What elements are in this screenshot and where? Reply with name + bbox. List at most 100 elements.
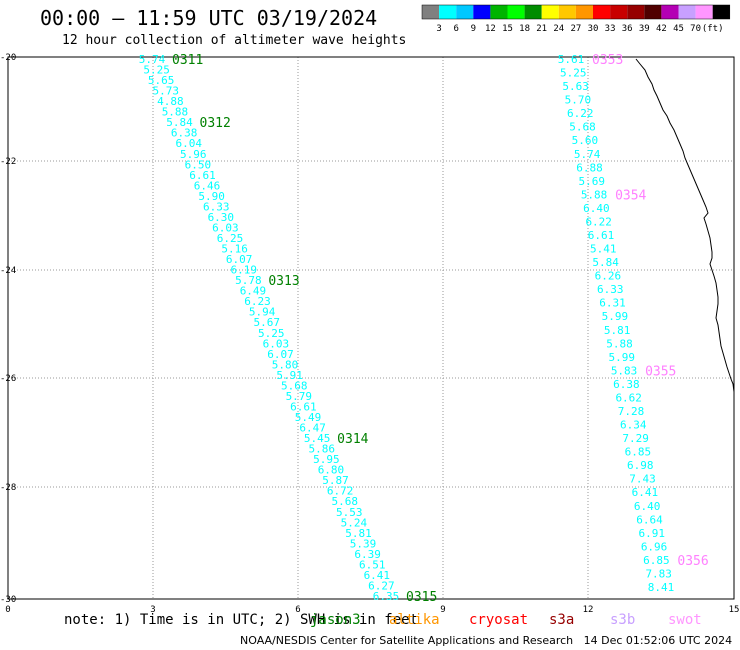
swh-value: 5.88 [581,188,608,201]
scale-label: 24 [553,24,564,34]
swh-value: 6.23 [244,295,271,308]
page-title: 00:00 – 11:59 UTC 03/19/2024 [40,6,378,30]
swh-value: 6.38 [613,378,640,391]
swh-value: 6.50 [185,158,212,171]
scale-swatch [661,5,679,19]
scale-label: 3 [436,24,441,34]
scale-swatch [524,5,542,19]
color-scale-bar: 3 6 9 12 15 18 21 24 27 30 33 36 39 42 45 70 (ft) [421,4,731,34]
scale-swatch [558,5,576,19]
credit-text: NOAA/NESDIS Center for Satellite Applica… [240,634,733,647]
scale-label: 39 [639,24,650,34]
scale-label: 21 [536,24,547,34]
swh-value: 7.43 [629,473,656,486]
swh-value: 5.84 [166,116,193,129]
swh-value: 5.53 [336,506,363,519]
swh-value: 5.49 [295,411,322,424]
swh-value: 5.60 [572,134,599,147]
y-tick-label: -30 [0,595,16,605]
swh-value: 6.61 [189,169,216,182]
swh-value: 5.78 [235,274,262,287]
scale-label: 33 [605,24,616,34]
swh-value: 5.87 [322,474,349,487]
scale-swatch [507,5,525,19]
swh-value: 6.31 [599,297,626,310]
swh-value: 6.49 [240,285,267,298]
swh-value: 6.40 [583,202,610,215]
swh-value: 5.61 [558,53,585,66]
swh-value: 6.22 [567,107,594,120]
swh-value: 6.41 [632,486,659,499]
scale-label: 45 [673,24,684,34]
legend-item-s3a: s3a [549,612,575,628]
swh-value: 6.25 [217,232,244,245]
swh-value: 6.30 [208,211,235,224]
swh-value: 5.84 [592,256,619,269]
scale-swatch [490,5,508,19]
legend-item-s3b: s3b [610,612,636,628]
coastline [635,58,735,397]
note-text: note: 1) Time is in UTC; 2) SWH is in fe… [64,612,419,628]
swh-value: 5.74 [139,53,166,66]
time-label: 0356 [677,554,708,569]
swh-value: 5.81 [604,324,631,337]
y-tick-label: -26 [0,374,16,384]
x-tick-label: 0 [5,605,10,615]
swh-value: 6.07 [267,348,294,361]
swh-value: 6.72 [327,485,354,498]
swh-value: 5.88 [606,337,633,350]
swh-value: 7.29 [622,432,649,445]
y-tick-label: -20 [0,53,16,63]
swh-value: 5.41 [590,243,617,256]
swh-value: 6.38 [171,127,198,140]
swh-value: 5.68 [569,121,596,134]
swh-value: 5.99 [602,310,629,323]
swh-value: 5.73 [153,85,180,98]
swh-value: 6.35 [373,590,400,603]
swh-value: 6.98 [627,459,654,472]
scale-swatch [422,5,440,19]
time-label: 0315 [406,590,437,605]
scale-label: (ft) [702,24,724,34]
scale-swatch [575,5,593,19]
x-tick-label: 12 [583,605,594,615]
scale-swatch [593,5,611,19]
x-tick-label: 9 [440,605,445,615]
y-tick-label: -28 [0,483,16,493]
swh-value: 6.34 [620,419,647,432]
swh-value: 5.88 [162,106,189,119]
scale-label: 27 [570,24,581,34]
swh-value: 5.79 [286,390,313,403]
legend-item-swot: swot [668,612,702,628]
swh-value: 6.46 [194,179,221,192]
scale-swatch [678,5,696,19]
scale-swatch [712,5,730,19]
swh-value: 6.51 [359,558,386,571]
swh-value: 6.07 [226,253,253,266]
swh-value: 7.28 [618,405,645,418]
swh-value: 6.22 [585,215,612,228]
swh-value: 6.91 [639,527,666,540]
x-tick-label: 15 [729,605,740,615]
swh-value: 5.86 [309,443,336,456]
swh-value: 5.24 [341,516,368,529]
swh-value: 6.19 [231,264,258,277]
swh-value: 5.68 [281,379,308,392]
swh-value: 6.80 [318,464,345,477]
swh-value: 5.95 [313,453,340,466]
swh-value: 4.88 [157,95,184,108]
scale-swatch [644,5,662,19]
scale-swatch [695,5,713,19]
swh-value: 6.03 [263,337,290,350]
legend-item-jason3: jason3 [310,612,361,628]
scale-label: 36 [622,24,633,34]
scale-swatch [473,5,491,19]
y-tick-label: -24 [0,266,16,276]
swh-value: 6.96 [641,540,668,553]
y-tick-label: -22 [0,157,16,167]
swh-value: 6.33 [597,283,624,296]
swh-value: 6.85 [643,554,670,567]
swh-value: 6.85 [625,446,652,459]
time-label: 0312 [200,116,231,131]
